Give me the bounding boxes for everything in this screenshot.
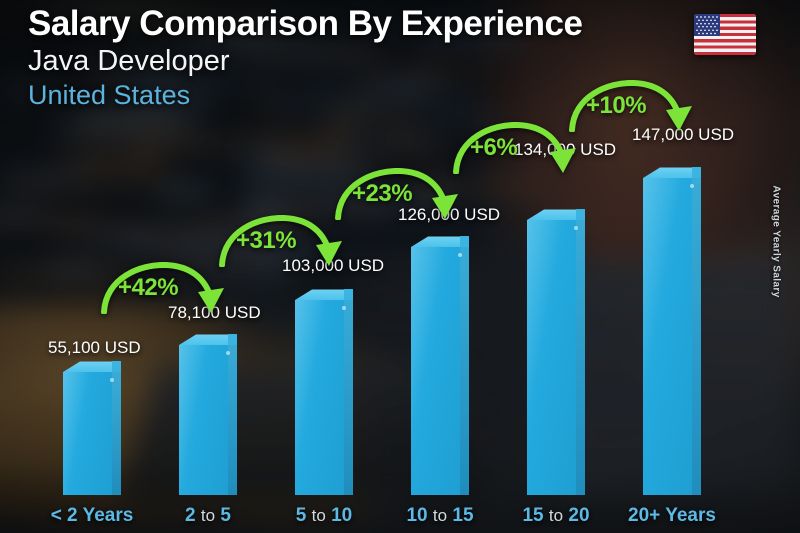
bar-highlight-dot bbox=[226, 350, 230, 355]
category-label-4: 10 to 15 bbox=[385, 505, 495, 527]
category-label-6: 20+ Years bbox=[628, 505, 716, 526]
bar-highlight-dot bbox=[458, 252, 462, 257]
bar-highlight-dot bbox=[110, 377, 114, 382]
bar-1[interactable] bbox=[63, 361, 121, 495]
bar-value-label: 126,000 USD bbox=[398, 205, 501, 224]
header: Salary Comparison By Experience Java Dev… bbox=[28, 4, 583, 112]
growth-arrow-5 bbox=[568, 79, 696, 133]
arrow-icon bbox=[335, 167, 458, 221]
bar-top-face bbox=[411, 236, 469, 247]
flag-canton bbox=[694, 14, 720, 36]
bar-front-face bbox=[295, 299, 344, 495]
bar-top-face bbox=[643, 167, 701, 178]
bar-top-face bbox=[295, 289, 353, 300]
bar-front-face bbox=[643, 177, 692, 495]
category-label-1: < 2 Years bbox=[50, 505, 134, 526]
percent-change-label-5: +10% bbox=[586, 92, 647, 119]
growth-arrow-3 bbox=[334, 167, 462, 221]
us-flag-icon bbox=[694, 14, 756, 55]
bar-2[interactable] bbox=[179, 334, 237, 495]
percent-change-label-3: +23% bbox=[352, 180, 413, 207]
bar-side-face bbox=[111, 361, 121, 495]
percent-change-label-4: +6% bbox=[470, 134, 518, 161]
bar-side-face bbox=[575, 209, 585, 495]
bar-6[interactable] bbox=[643, 167, 701, 495]
flag-stars bbox=[695, 15, 719, 35]
bar-side-face bbox=[227, 334, 237, 495]
category-lead: 5 bbox=[295, 505, 307, 526]
bar-5[interactable] bbox=[527, 209, 585, 495]
category-tail: 15 bbox=[452, 505, 474, 526]
bar-top-face bbox=[527, 209, 585, 220]
category-tail: 5 bbox=[220, 505, 231, 526]
category-tail: 10 bbox=[331, 505, 353, 526]
bar-front-face bbox=[411, 246, 460, 495]
arrow-icon bbox=[101, 261, 224, 315]
category-label-2: 2 to 5 bbox=[153, 505, 263, 527]
bar-value-label: 147,000 USD bbox=[632, 125, 735, 144]
bar-side-face bbox=[343, 289, 353, 495]
category-separator: to bbox=[432, 506, 448, 525]
job-title: Java Developer bbox=[28, 45, 230, 77]
growth-arrow-2 bbox=[218, 214, 346, 268]
bar-value-label: 55,100 USD bbox=[48, 338, 141, 357]
category-separator: to bbox=[311, 506, 326, 525]
category-lead: 2 bbox=[185, 505, 196, 526]
category-label-3: 5 to 10 bbox=[269, 505, 379, 527]
bar-highlight-dot bbox=[690, 183, 694, 188]
bar-top-face bbox=[63, 361, 121, 372]
percent-change-label-1: +42% bbox=[118, 274, 179, 301]
bar-front-face bbox=[63, 371, 112, 495]
bar-top-face bbox=[179, 334, 237, 345]
category-label-5: 15 to 20 bbox=[501, 505, 611, 527]
category-separator: to bbox=[200, 506, 216, 525]
bar-value-label: 78,100 USD bbox=[168, 303, 261, 322]
y-axis-caption: Average Yearly Salary bbox=[770, 185, 782, 298]
bar-side-face bbox=[691, 167, 701, 495]
arrow-icon bbox=[453, 121, 576, 175]
arrow-icon bbox=[219, 214, 342, 268]
bar-front-face bbox=[527, 219, 576, 495]
bar-front-face bbox=[179, 344, 228, 495]
category-separator: to bbox=[548, 506, 564, 525]
bar-value-label: 134,000 USD bbox=[514, 140, 617, 159]
bar-highlight-dot bbox=[574, 225, 578, 230]
arrow-icon bbox=[569, 79, 692, 133]
percent-change-label-2: +31% bbox=[236, 227, 297, 254]
category-lead: 10 bbox=[406, 505, 428, 526]
bar-3[interactable] bbox=[295, 289, 353, 495]
growth-arrow-1 bbox=[100, 261, 228, 315]
bar-highlight-dot bbox=[342, 305, 346, 310]
country-label: United States bbox=[28, 80, 191, 110]
category-lead: 15 bbox=[522, 505, 544, 526]
category-tail: 20 bbox=[568, 505, 590, 526]
bar-value-label: 103,000 USD bbox=[282, 256, 385, 275]
bar-side-face bbox=[459, 236, 469, 495]
page-title: Salary Comparison By Experience bbox=[28, 4, 583, 43]
growth-arrow-4 bbox=[452, 121, 580, 175]
bar-4[interactable] bbox=[411, 236, 469, 495]
